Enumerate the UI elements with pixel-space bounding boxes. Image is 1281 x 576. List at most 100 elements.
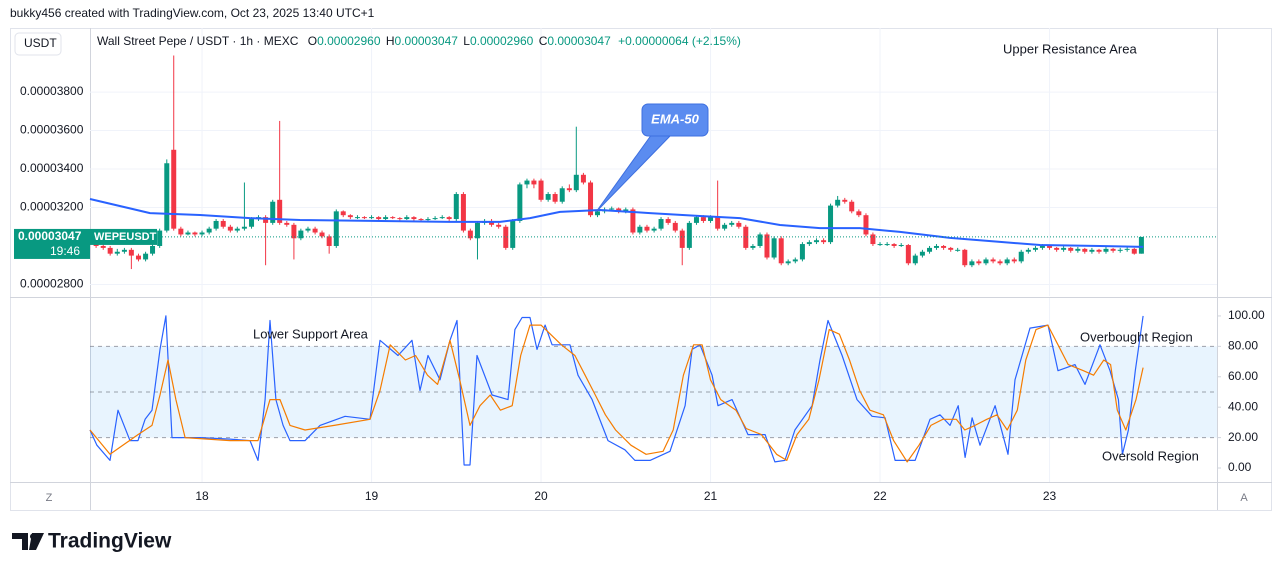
candle-body (298, 230, 304, 239)
y-tick-label: 0.00003800 (20, 84, 84, 98)
button-label[interactable]: A (1240, 492, 1248, 504)
currency[interactable]: USDT (24, 36, 57, 50)
button[interactable] (38, 489, 60, 507)
candle-body (813, 240, 819, 243)
candle-body (467, 230, 473, 239)
candle-body (1054, 247, 1060, 250)
candle-body (764, 234, 770, 258)
candle-body (672, 222, 678, 231)
candle-body (460, 194, 466, 231)
candle-body (933, 245, 939, 248)
frame (10, 28, 1272, 511)
candle-body (312, 228, 318, 233)
y2-tick-label: 80.00 (1228, 339, 1258, 353)
candle-body (884, 244, 890, 246)
candle-body (983, 259, 989, 264)
candle-body (171, 149, 177, 229)
y2-tick-label: 60.00 (1228, 369, 1258, 383)
candle-body (192, 232, 198, 235)
candle-body (157, 230, 163, 246)
candle-body (729, 222, 735, 225)
candle-body (1018, 251, 1024, 262)
candle-body (1047, 245, 1053, 248)
candle-body (750, 245, 756, 248)
candle-body (588, 182, 594, 216)
labels-layer: 18 19 20 21 22 23 0.00003800 0.00003600 0.000034… (14, 84, 1265, 503)
candle-body (1131, 248, 1137, 254)
y-tick-label: 0.00003400 (20, 161, 84, 175)
candle-body (305, 228, 311, 231)
candle-body (150, 245, 156, 254)
candle-body (792, 259, 798, 262)
candle-body (376, 217, 382, 220)
candle-body (828, 205, 834, 243)
candle-body (453, 194, 459, 220)
ohlc-value: 0.00003047 (395, 34, 459, 48)
candle-body (651, 228, 657, 231)
x-tick-label: 22 (873, 489, 887, 503)
ohlc-name: L (463, 34, 470, 48)
candle-body (538, 180, 544, 200)
candle-body (863, 215, 869, 235)
candle-body (199, 232, 205, 235)
currency-box[interactable] (14, 32, 62, 56)
candle-body (164, 163, 170, 231)
candle-body (644, 226, 650, 231)
candle-body (708, 217, 714, 221)
candle-body (517, 184, 523, 221)
y2-tick-label: 100.00 (1228, 308, 1265, 322)
candle-body (616, 208, 622, 212)
candle-body (849, 201, 855, 212)
candle-body (976, 261, 982, 264)
ohlc-value: 0.00003047 (547, 34, 611, 48)
candle-body (206, 228, 212, 233)
button-label[interactable]: Z (46, 492, 53, 504)
candle-body (1117, 249, 1123, 251)
candle-body (1103, 248, 1109, 252)
candle-body (1138, 236, 1144, 254)
candle-body (927, 247, 933, 252)
candle-body (446, 217, 452, 220)
candle-body (955, 249, 961, 251)
candle-body (1110, 248, 1116, 251)
candle-body (128, 249, 134, 256)
candle-body (835, 199, 841, 206)
callout-pointer (595, 133, 674, 213)
candle-body (411, 217, 417, 220)
series-line (89, 198, 1144, 248)
annotation: Overbought Region (1080, 329, 1193, 344)
button[interactable] (1233, 489, 1255, 507)
legend: Wall Street Pepe / USDT · 1h · MEXC O0.0… (97, 34, 741, 48)
candle-body (263, 217, 269, 223)
candle-body (658, 219, 664, 229)
candle-body (686, 222, 692, 248)
candle-body (665, 219, 671, 223)
candle-body (891, 244, 897, 246)
last-price-box (14, 228, 90, 259)
candle-body (785, 261, 791, 264)
candle-body (722, 224, 728, 229)
candle-body (1061, 247, 1067, 250)
ohlc-name: O (308, 34, 317, 48)
candle-body (736, 222, 742, 227)
candle-body (1068, 247, 1074, 251)
symbol-label: WEPEUSDT (94, 231, 157, 243)
candle-body (418, 219, 424, 221)
y-tick-label: 0.00002800 (20, 277, 84, 291)
candle-body (559, 188, 565, 202)
candle-body (778, 238, 784, 264)
candle-body (573, 174, 579, 191)
y2-tick-label: 0.00 (1228, 460, 1252, 474)
candle-body (566, 188, 572, 191)
candle-body (354, 217, 360, 219)
x-tick-label: 20 (534, 489, 548, 503)
x-tick-label: 18 (195, 489, 209, 503)
candle-body (234, 228, 240, 231)
candle-body (799, 244, 805, 260)
candle-body (545, 194, 551, 200)
candle-body (990, 259, 996, 262)
callout-box (641, 103, 709, 137)
callout-label: EMA-50 (651, 111, 699, 126)
candle-body (121, 249, 127, 252)
candle-body (432, 218, 438, 220)
